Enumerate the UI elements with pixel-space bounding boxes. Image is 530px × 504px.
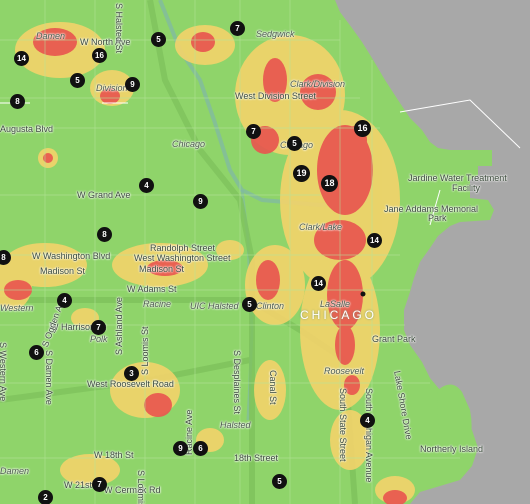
count-marker[interactable]: 4 [360, 413, 375, 428]
label-sedgwick: Sedgwick [256, 29, 295, 39]
label-uic-halsted: UIC Halsted [190, 301, 239, 311]
count-marker[interactable]: 16 [354, 120, 371, 137]
label-facility: Facility [452, 183, 481, 193]
count-marker[interactable]: 4 [57, 293, 72, 308]
label-clinton: Clinton [256, 301, 285, 311]
label-grant-park: Grant Park [372, 334, 416, 344]
label-w-division-st: West Division Street [235, 91, 316, 101]
count-marker[interactable]: 3 [124, 366, 139, 381]
label-halsted: Halsted [220, 420, 251, 430]
label-polk: Polk [90, 334, 108, 344]
count-marker[interactable]: 5 [242, 297, 257, 312]
label-madison-st-2: Madison St [139, 264, 185, 274]
label-w-21st: W 21st [64, 480, 93, 490]
label-clark-division: Clark/Division [290, 79, 346, 89]
count-marker[interactable]: 7 [230, 21, 245, 36]
count-marker[interactable]: 9 [193, 194, 208, 209]
count-marker[interactable]: 9 [173, 441, 188, 456]
label-w-18th-st: W 18th St [94, 450, 134, 460]
label-s-ashland-ave: S Ashland Ave [114, 297, 124, 355]
label-western: Western [0, 303, 34, 313]
label-w-washington-street: West Washington Street [134, 253, 231, 263]
label-clark-lake: Clark/Lake [299, 222, 343, 232]
count-marker[interactable]: 7 [246, 124, 261, 139]
count-marker[interactable]: 14 [311, 276, 326, 291]
count-marker[interactable]: 5 [70, 73, 85, 88]
label-w-washington-blvd: W Washington Blvd [32, 251, 111, 261]
count-marker[interactable]: 6 [29, 345, 44, 360]
count-marker[interactable]: 8 [97, 227, 112, 242]
count-marker[interactable]: 8 [0, 250, 11, 265]
label-w-roosevelt-road: West Roosevelt Road [87, 379, 174, 389]
label-s-state-st: South State Street [338, 388, 348, 462]
count-marker[interactable]: 2 [38, 490, 53, 504]
count-marker[interactable]: 18 [321, 175, 338, 192]
label-s-desplaines-st: S Desplaines St [232, 350, 242, 415]
count-marker[interactable]: 14 [14, 51, 29, 66]
label-augusta-blvd: Augusta Blvd [0, 124, 54, 134]
label-w-adams-st: W Adams St [127, 284, 177, 294]
location-dot [360, 291, 366, 297]
count-marker[interactable]: 19 [293, 165, 310, 182]
label-w-cermak-rd: W Cermak Rd [104, 485, 161, 495]
count-marker[interactable]: 5 [287, 136, 302, 151]
label-jardine: Jardine Water Treatment [408, 173, 507, 183]
label-w-harrison-st: W Harrison St [50, 322, 107, 332]
label-chicago-stop-2: Chicago [172, 139, 206, 149]
label-s-loomis-2: S Loomis [136, 470, 146, 504]
count-marker[interactable]: 7 [92, 477, 107, 492]
count-marker[interactable]: 14 [367, 233, 382, 248]
count-marker[interactable]: 6 [193, 441, 208, 456]
count-marker[interactable]: 5 [151, 32, 166, 47]
northerly-island-shape [437, 384, 472, 461]
label-w-grand-ave: W Grand Ave [77, 190, 131, 200]
label-w-north-ave: W North Ave [80, 37, 131, 47]
label-racine: Racine [143, 299, 172, 309]
label-s-loomis-st: S Loomis St [140, 326, 150, 375]
pier [450, 150, 492, 166]
label-roosevelt: Roosevelt [324, 366, 365, 376]
count-marker[interactable]: 8 [10, 94, 25, 109]
label-18th-street: 18th Street [234, 453, 279, 463]
label-damen-south: Damen [0, 466, 30, 476]
label-s-halsted-st: S Halsted St [114, 3, 124, 54]
count-marker[interactable]: 4 [139, 178, 154, 193]
label-randolph-street: Randolph Street [150, 243, 216, 253]
label-northerly-island: Northerly Island [420, 444, 484, 454]
count-marker[interactable]: 5 [272, 474, 287, 489]
label-jane-addams: Jane Addams Memorial [384, 204, 479, 214]
label-damen-north: Damen [36, 31, 66, 41]
label-canal-st: Canal St [268, 370, 278, 405]
label-madison-st: Madison St [40, 266, 86, 276]
label-division: Division [96, 83, 128, 93]
street-grid [0, 0, 460, 504]
harbor-lines [399, 99, 521, 226]
label-lasalle: LaSalle [320, 299, 351, 309]
count-marker[interactable]: 16 [92, 48, 107, 63]
label-s-western-ave: S Western Ave [0, 342, 8, 402]
label-s-michigan-ave: South Michigan Avenue [364, 388, 374, 483]
label-chicago-city: CHICAGO [300, 308, 378, 322]
count-marker[interactable]: 9 [125, 77, 140, 92]
label-s-damen-ave: S Damen Ave [44, 350, 54, 405]
count-marker[interactable]: 7 [91, 320, 106, 335]
label-park: Park [428, 213, 447, 223]
